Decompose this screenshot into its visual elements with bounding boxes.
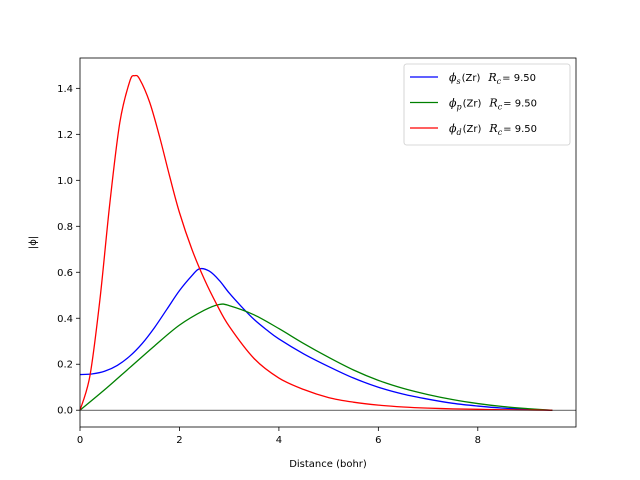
y-axis-ticks: 0.0 0.2 0.4 0.6 0.8 1.0 1.2 1.4 <box>57 84 80 417</box>
y-tick-label: 0.2 <box>57 360 73 371</box>
legend: ϕs(Zr) Rc= 9.50 ϕp(Zr) Rc= 9.50 ϕd(Zr) Rc= 9.… <box>403 63 571 146</box>
plot-frame <box>79 57 577 428</box>
x-tick-label: 8 <box>475 435 481 446</box>
y-tick-label: 0.0 <box>57 406 73 417</box>
x-tick-label: 6 <box>375 435 381 446</box>
x-tick-label: 4 <box>276 435 282 446</box>
plot-lines <box>79 74 553 411</box>
series-line-s <box>79 267 553 411</box>
y-tick-label: 0.6 <box>57 268 73 279</box>
y-tick-label: 1.2 <box>57 130 73 141</box>
x-axis-ticks: 0 2 4 6 8 <box>77 427 481 446</box>
y-tick-label: 1.0 <box>57 176 73 187</box>
legend-label-d: ϕd(Zr) Rc= 9.50 <box>449 122 537 137</box>
y-tick-label: 1.4 <box>57 84 73 95</box>
legend-label-s: ϕs(Zr) Rc= 9.50 <box>449 71 536 86</box>
x-tick-label: 2 <box>176 435 182 446</box>
y-tick-label: 0.4 <box>57 314 73 325</box>
series-line-d <box>79 74 553 411</box>
legend-label-p: ϕp(Zr) Rc= 9.50 <box>449 97 537 112</box>
y-axis-label: |ϕ| <box>28 236 39 249</box>
series-line-p <box>79 303 553 411</box>
y-tick-label: 0.8 <box>57 222 73 233</box>
x-tick-label: 0 <box>77 435 83 446</box>
x-axis-label: Distance (bohr) <box>289 459 367 470</box>
legend-box <box>403 63 571 146</box>
